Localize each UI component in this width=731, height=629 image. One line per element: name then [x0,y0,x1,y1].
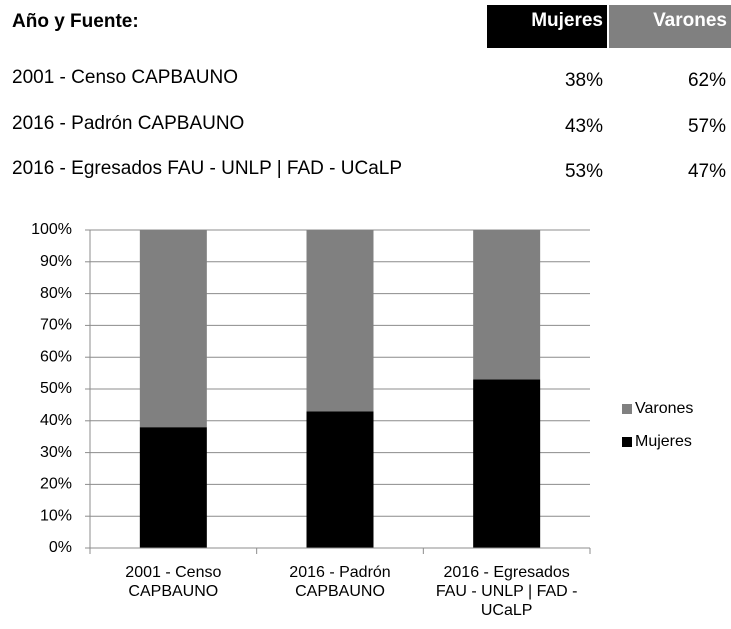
y-tick-label: 90% [40,253,72,270]
y-tick-label: 20% [40,476,72,493]
legend-label: Varones [635,400,693,417]
y-tick-label: 50% [40,380,72,397]
bar-segment [473,379,541,548]
bar-segment [139,427,207,548]
y-tick-label: 100% [31,221,72,238]
table-header: Mujeres [487,5,607,48]
table-cell: 53% [564,161,603,182]
y-tick-label: 60% [40,348,72,365]
bar-segment [473,230,541,380]
table-cell: 2016 - Egresados FAU - UNLP | FAD - UCaL… [12,158,403,179]
legend-swatch [622,404,632,414]
legend-swatch [622,437,632,447]
y-tick-label: 0% [49,539,72,556]
y-tick-label: 80% [40,285,72,302]
table-cell: 43% [564,116,603,137]
table-header: Varones [609,5,731,48]
y-tick-label: 10% [40,507,72,524]
table-cell: 57% [687,116,726,137]
y-tick-label: 40% [40,412,72,429]
x-tick-label: 2016 - Egresados FAU - UNLP | FAD - UCaL… [435,564,578,619]
x-tick-label: 2001 - Censo CAPBAUNO [125,564,222,600]
bar-segment [306,411,374,548]
y-tick-label: 70% [40,317,72,334]
table-cell: 2001 - Censo CAPBAUNO [12,67,238,88]
table-header: Año y Fuente: [12,11,139,32]
table-cell: 62% [687,70,726,91]
table-cell: 47% [687,161,726,182]
table-cell: 38% [564,70,603,91]
bar-segment [306,230,374,412]
x-tick-label: 2016 - Padrón CAPBAUNO [289,564,391,600]
y-tick-label: 30% [40,444,72,461]
legend-label: Mujeres [635,433,692,450]
bar-segment [139,230,207,428]
table-cell: 2016 - Padrón CAPBAUNO [12,113,245,134]
